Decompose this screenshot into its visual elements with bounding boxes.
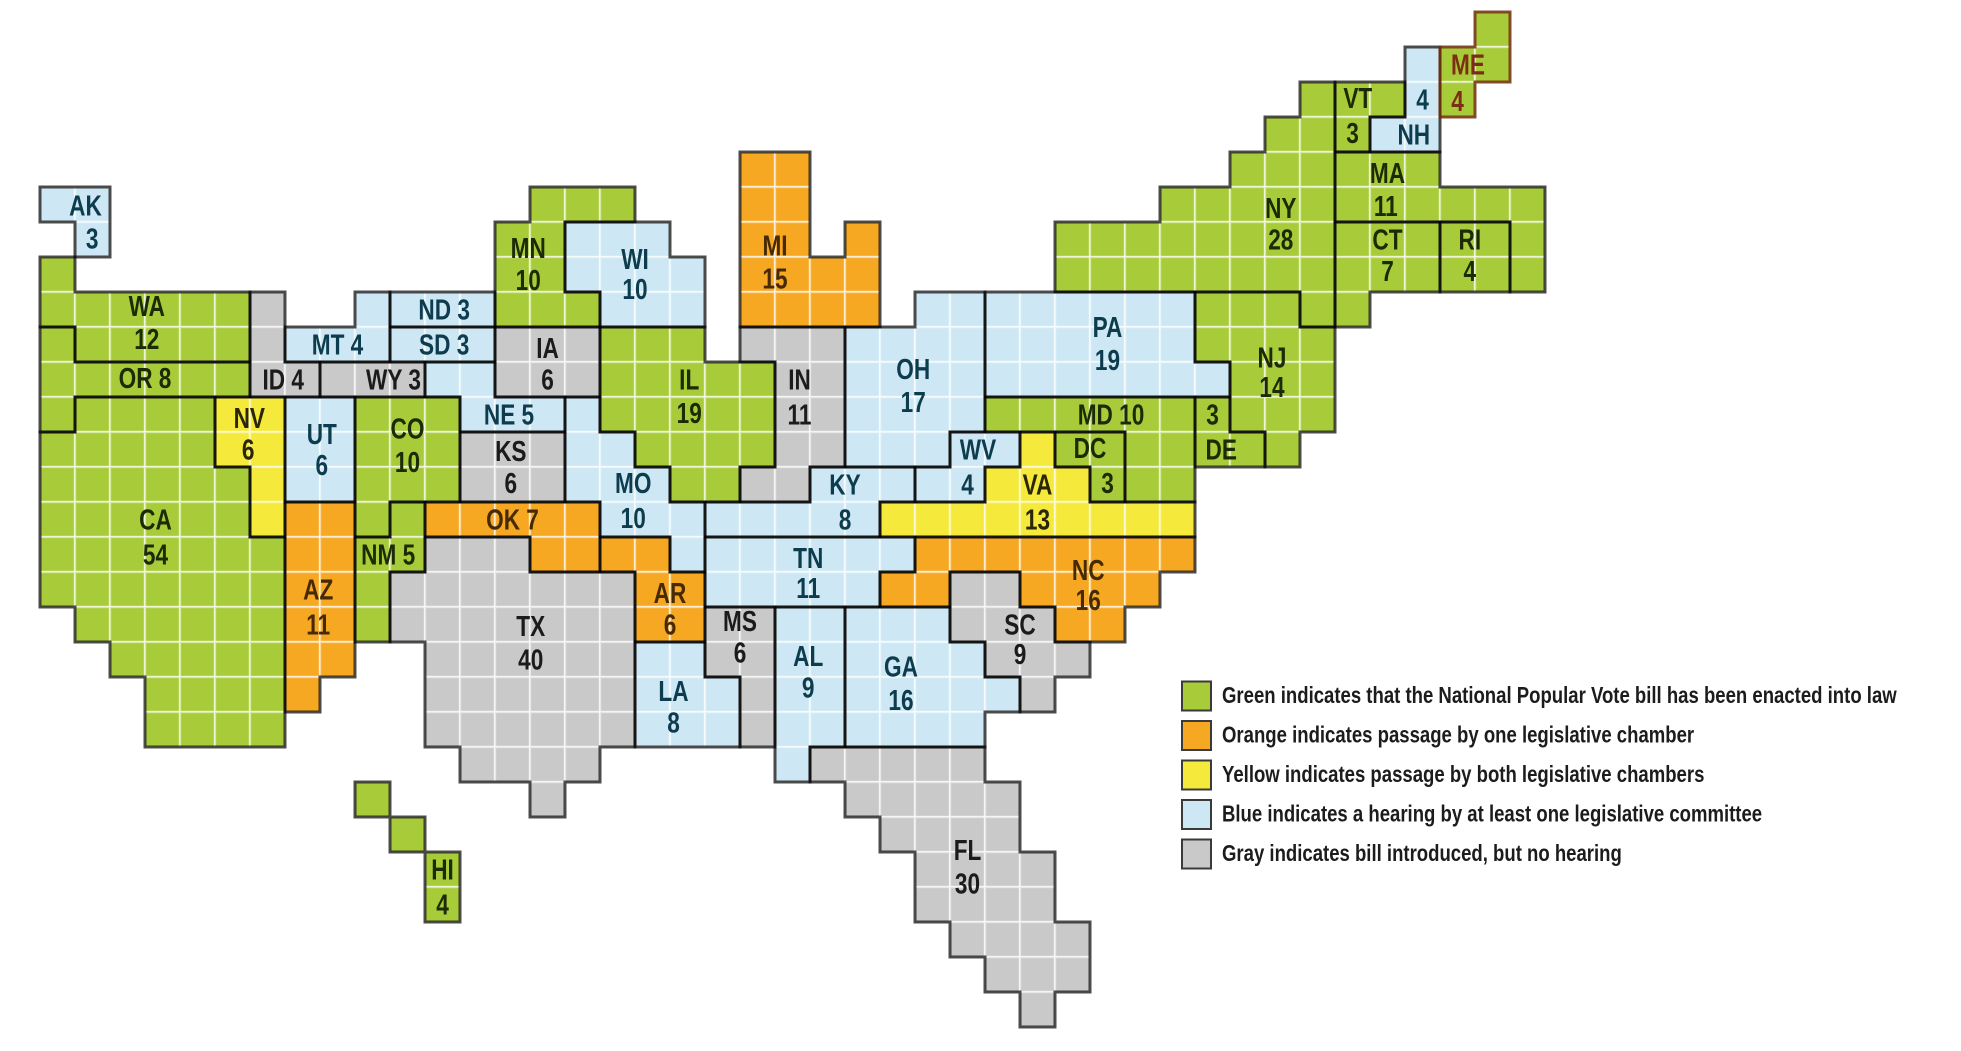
svg-text:28: 28 [1268, 223, 1293, 256]
svg-text:MA: MA [1370, 156, 1405, 189]
svg-text:40: 40 [518, 643, 543, 676]
svg-text:RI: RI [1458, 223, 1481, 256]
svg-text:9: 9 [802, 671, 815, 704]
svg-text:NY: NY [1265, 191, 1296, 224]
svg-text:10: 10 [516, 263, 541, 296]
svg-text:3: 3 [1206, 398, 1219, 431]
svg-text:8: 8 [839, 503, 852, 536]
svg-text:4: 4 [961, 468, 974, 501]
svg-text:NM 5: NM 5 [361, 538, 415, 571]
svg-text:9: 9 [1014, 637, 1027, 670]
svg-text:TX: TX [516, 609, 545, 642]
svg-text:ME: ME [1451, 48, 1485, 81]
svg-text:UT: UT [307, 417, 337, 450]
svg-text:4: 4 [1451, 84, 1464, 117]
svg-text:GA: GA [884, 650, 918, 683]
svg-text:KY: KY [829, 468, 860, 501]
svg-text:7: 7 [1381, 254, 1394, 287]
svg-text:Blue indicates a hearing by at: Blue indicates a hearing by at least one… [1222, 802, 1762, 828]
svg-text:WI: WI [621, 242, 649, 275]
svg-text:NH: NH [1397, 118, 1430, 151]
svg-text:IA: IA [536, 331, 559, 364]
svg-text:PA: PA [1093, 310, 1123, 343]
svg-text:12: 12 [134, 322, 159, 355]
svg-text:WA: WA [129, 289, 166, 322]
svg-text:16: 16 [888, 683, 913, 716]
svg-text:10: 10 [622, 272, 647, 305]
svg-text:14: 14 [1259, 370, 1285, 403]
svg-text:KS: KS [495, 434, 526, 467]
svg-text:HI: HI [431, 853, 454, 886]
svg-text:NV: NV [234, 401, 266, 434]
svg-text:15: 15 [762, 262, 787, 295]
svg-text:AR: AR [654, 576, 687, 609]
svg-text:FL: FL [954, 833, 982, 866]
svg-text:LA: LA [658, 674, 688, 707]
svg-text:CA: CA [139, 503, 172, 536]
svg-text:19: 19 [677, 396, 702, 429]
svg-text:IL: IL [679, 363, 699, 396]
svg-text:13: 13 [1025, 503, 1050, 536]
svg-text:OR 8: OR 8 [119, 361, 172, 394]
svg-text:6: 6 [664, 608, 677, 641]
svg-text:8: 8 [667, 706, 680, 739]
svg-text:VA: VA [1023, 468, 1053, 501]
svg-text:CT: CT [1372, 223, 1402, 256]
svg-text:10: 10 [395, 445, 420, 478]
svg-text:54: 54 [143, 538, 169, 571]
svg-text:6: 6 [541, 363, 554, 396]
svg-text:MO: MO [615, 466, 651, 499]
svg-text:11: 11 [796, 571, 820, 604]
svg-text:WV: WV [960, 433, 997, 466]
svg-text:OH: OH [896, 352, 930, 385]
svg-text:11: 11 [306, 608, 330, 641]
svg-text:Gray indicates bill introduced: Gray indicates bill introduced, but no h… [1222, 841, 1622, 867]
svg-text:MT 4: MT 4 [312, 328, 364, 361]
svg-text:4: 4 [436, 888, 449, 921]
svg-text:MN: MN [511, 231, 546, 264]
svg-text:SC: SC [1004, 608, 1036, 641]
svg-text:3: 3 [1346, 116, 1359, 149]
svg-text:TN: TN [793, 541, 823, 574]
svg-text:MI: MI [762, 229, 787, 262]
svg-text:19: 19 [1095, 343, 1120, 376]
svg-text:4: 4 [1416, 83, 1429, 116]
svg-text:11: 11 [1374, 189, 1398, 222]
svg-text:17: 17 [901, 385, 926, 418]
svg-text:4: 4 [1464, 254, 1477, 287]
svg-text:IN: IN [788, 363, 811, 396]
svg-text:NE 5: NE 5 [484, 398, 534, 431]
svg-text:MS: MS [723, 604, 757, 637]
svg-text:NJ: NJ [1258, 341, 1287, 374]
svg-text:16: 16 [1076, 583, 1101, 616]
svg-text:AK: AK [69, 189, 102, 222]
svg-text:CO: CO [391, 412, 425, 445]
svg-text:Yellow indicates passage by bo: Yellow indicates passage by both legisla… [1222, 762, 1704, 788]
svg-text:10: 10 [621, 501, 646, 534]
svg-text:SD 3: SD 3 [419, 328, 469, 361]
svg-text:NC: NC [1072, 553, 1105, 586]
svg-text:3: 3 [86, 222, 99, 255]
svg-text:ND 3: ND 3 [418, 293, 470, 326]
svg-text:6: 6 [734, 636, 747, 669]
svg-text:DC: DC [1074, 431, 1107, 464]
svg-text:DE: DE [1205, 433, 1236, 466]
svg-text:Orange indicates passage by on: Orange indicates passage by one legislat… [1222, 723, 1694, 749]
svg-text:ID 4: ID 4 [262, 363, 304, 396]
svg-text:6: 6 [505, 466, 518, 499]
svg-text:WY 3: WY 3 [366, 363, 421, 396]
svg-text:3: 3 [1101, 466, 1114, 499]
svg-text:MD 10: MD 10 [1078, 398, 1145, 431]
svg-text:AZ: AZ [303, 573, 333, 606]
svg-text:30: 30 [955, 867, 980, 900]
svg-text:Green indicates that the Natio: Green indicates that the National Popula… [1222, 683, 1897, 709]
svg-text:6: 6 [316, 448, 329, 481]
svg-text:AL: AL [793, 639, 823, 672]
svg-text:6: 6 [242, 433, 255, 466]
svg-text:11: 11 [788, 398, 812, 431]
svg-text:VT: VT [1343, 81, 1372, 114]
svg-text:OK 7: OK 7 [486, 503, 539, 536]
